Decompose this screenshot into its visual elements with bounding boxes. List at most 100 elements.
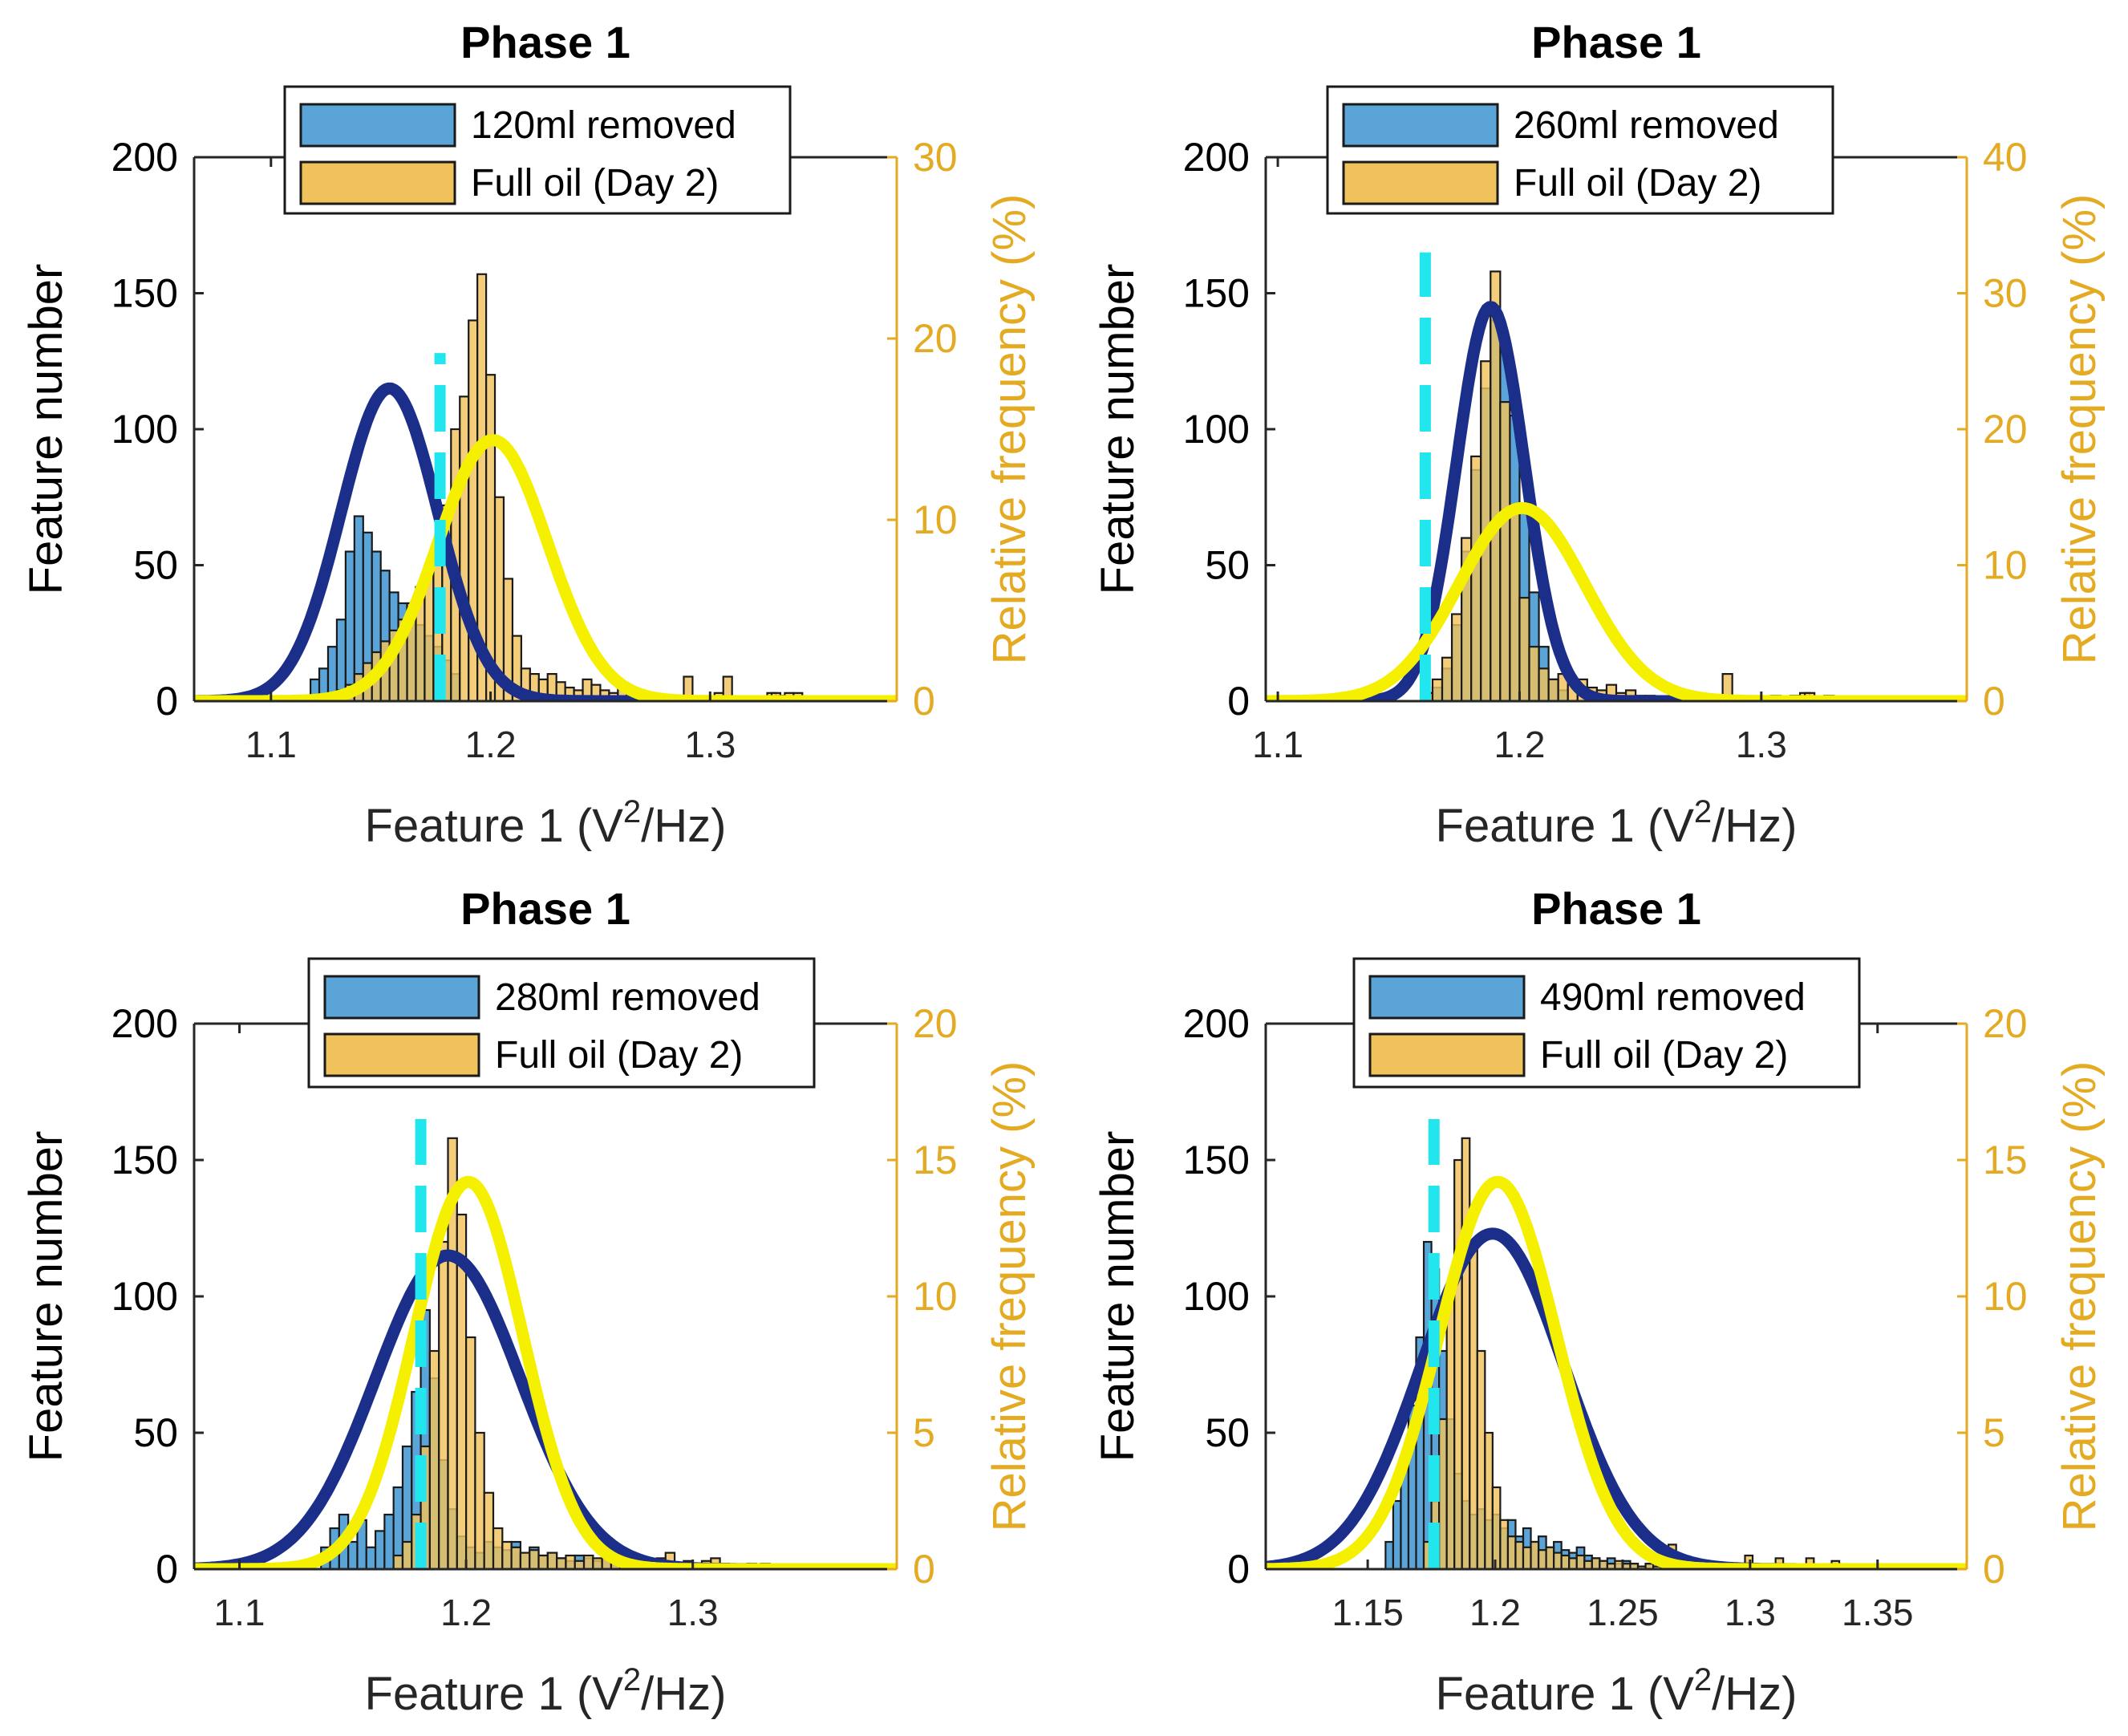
y-tick-label: 0: [156, 679, 178, 724]
y2-tick-label: 10: [913, 497, 958, 542]
hist-bar: [1392, 1499, 1402, 1569]
x-tick-label: 1.2: [465, 724, 517, 765]
fit-curve-full-oil: [194, 1175, 897, 1569]
hist-bar: [1450, 613, 1463, 701]
x-tick-label: 1.3: [684, 724, 736, 765]
legend-swatch: [323, 975, 480, 1020]
y-axis-label: Feature number: [1092, 264, 1144, 595]
y-tick-label: 100: [111, 407, 178, 452]
hist-bar: [1453, 1158, 1463, 1569]
hist-bar: [1568, 1557, 1578, 1569]
x-tick-label: 1.35: [1842, 1592, 1914, 1633]
x-axis-label: Feature 1 (V2/Hz): [365, 1662, 727, 1720]
x-axis-label-main: Feature 1 (V: [1436, 1668, 1695, 1720]
hist-bar: [347, 1540, 359, 1569]
hist-bar: [483, 1491, 495, 1569]
hist-bar: [1545, 1546, 1555, 1569]
hist-bar: [1441, 656, 1453, 701]
chart-panel-4: 1.15 1.2 1.25 1.3 1.35 0 50 100 150 200 0 5 10 15 20 Ph…: [1092, 883, 2106, 1720]
x-tick-label: 1.25: [1587, 1592, 1659, 1633]
hist-bar: [401, 1540, 413, 1569]
legend-label: Full oil (Day 2): [471, 162, 719, 205]
hist-bar: [1499, 1519, 1510, 1569]
x-axis-label-main: Feature 1 (V: [365, 800, 624, 852]
hist-bar: [519, 1551, 531, 1569]
hist-bar: [383, 1513, 395, 1569]
x-axis-label-end: /Hz): [641, 1668, 726, 1720]
y-tick-label: 50: [133, 543, 178, 588]
histogram-removed: [320, 1308, 712, 1569]
x-axis-label-sup: 2: [1694, 794, 1712, 829]
legend: 120ml removed Full oil (Day 2): [283, 85, 792, 215]
x-tick-label: 1.1: [245, 724, 297, 765]
histogram-full-oil: [1421, 270, 1835, 701]
x-axis-label-sup: 2: [623, 1662, 641, 1697]
legend-label: 260ml removed: [1514, 104, 1779, 147]
hist-bar: [1553, 1551, 1563, 1569]
chart-title: Phase 1: [1531, 17, 1701, 67]
y-tick-label: 200: [111, 135, 178, 180]
plot-area: [194, 1119, 897, 1569]
hist-bar: [1575, 1554, 1586, 1569]
fit-curve-removed: [194, 382, 897, 701]
legend-swatch: [1368, 1032, 1526, 1077]
hist-bar: [344, 550, 355, 701]
hist-bar: [501, 1540, 513, 1569]
hist-bar: [1560, 1554, 1571, 1569]
x-tick-label: 1.3: [1725, 1592, 1776, 1633]
hist-bar: [459, 395, 470, 701]
hist-bar: [1461, 1137, 1471, 1569]
hist-bar: [1491, 1486, 1502, 1569]
y2-axis-label: Relative frequency (%): [983, 1061, 1036, 1532]
y2-tick-label: 15: [913, 1138, 958, 1182]
hist-bar: [565, 1554, 576, 1569]
y2-tick-label: 10: [1983, 1274, 2028, 1319]
x-axis-label-end: /Hz): [641, 800, 726, 852]
y2-tick-label: 5: [1983, 1410, 2005, 1455]
legend-swatch: [1342, 103, 1499, 148]
plot-area: [1266, 252, 1967, 701]
y-tick-label: 200: [1183, 1001, 1250, 1046]
hist-bar: [1509, 509, 1521, 701]
x-axis-label-sup: 2: [623, 794, 641, 829]
y2-tick-label: 30: [1983, 271, 2028, 316]
hist-bar: [592, 1557, 603, 1569]
y2-tick-label: 10: [1983, 543, 2028, 588]
hist-bar: [365, 1546, 377, 1569]
legend: 260ml removed Full oil (Day 2): [1326, 85, 1834, 215]
y2-tick-label: 0: [913, 679, 935, 724]
y-tick-label: 100: [111, 1274, 178, 1319]
legend-label: Full oil (Day 2): [1540, 1034, 1788, 1077]
x-axis-label-end: /Hz): [1712, 800, 1797, 852]
y2-axis-label: Relative frequency (%): [983, 194, 1036, 665]
hist-bar: [1537, 1549, 1547, 1569]
hist-bar: [510, 1546, 522, 1569]
hist-bar: [1484, 1431, 1494, 1569]
y2-axis-label: Relative frequency (%): [2053, 1061, 2106, 1532]
y-tick-label: 150: [111, 1138, 178, 1182]
x-tick-label: 1.1: [1252, 724, 1303, 765]
plot-area: [194, 273, 897, 701]
chart-title: Phase 1: [1531, 883, 1701, 934]
hist-bar: [1518, 597, 1530, 701]
y-tick-label: 0: [156, 1547, 178, 1592]
x-tick-label: 1.2: [1494, 724, 1545, 765]
fit-curve-full-oil: [194, 434, 897, 701]
hist-bar: [546, 1551, 558, 1569]
chart-panel-2: 1.1 1.2 1.3 0 50 100 150 200 0 10 20 30 40 Phase 1 Fea…: [1092, 17, 2106, 852]
hist-bar: [1583, 1560, 1593, 1569]
histogram-full-oil: [1422, 1137, 1841, 1569]
hist-bar: [1506, 1535, 1517, 1569]
legend-swatch: [299, 103, 456, 148]
y2-tick-label: 40: [1983, 135, 2028, 180]
hist-bar: [1522, 1546, 1532, 1569]
plot-area: [1266, 1119, 1967, 1569]
hist-bar: [438, 1240, 449, 1569]
x-tick-label: 1.15: [1332, 1592, 1404, 1633]
hist-bar: [1476, 1349, 1486, 1569]
chart-title: Phase 1: [460, 883, 630, 934]
y-tick-label: 150: [111, 271, 178, 316]
x-tick-label: 1.3: [667, 1592, 719, 1633]
x-axis-label-main: Feature 1 (V: [1436, 800, 1695, 852]
